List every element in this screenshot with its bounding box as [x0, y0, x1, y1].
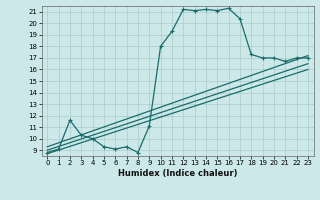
X-axis label: Humidex (Indice chaleur): Humidex (Indice chaleur)	[118, 169, 237, 178]
